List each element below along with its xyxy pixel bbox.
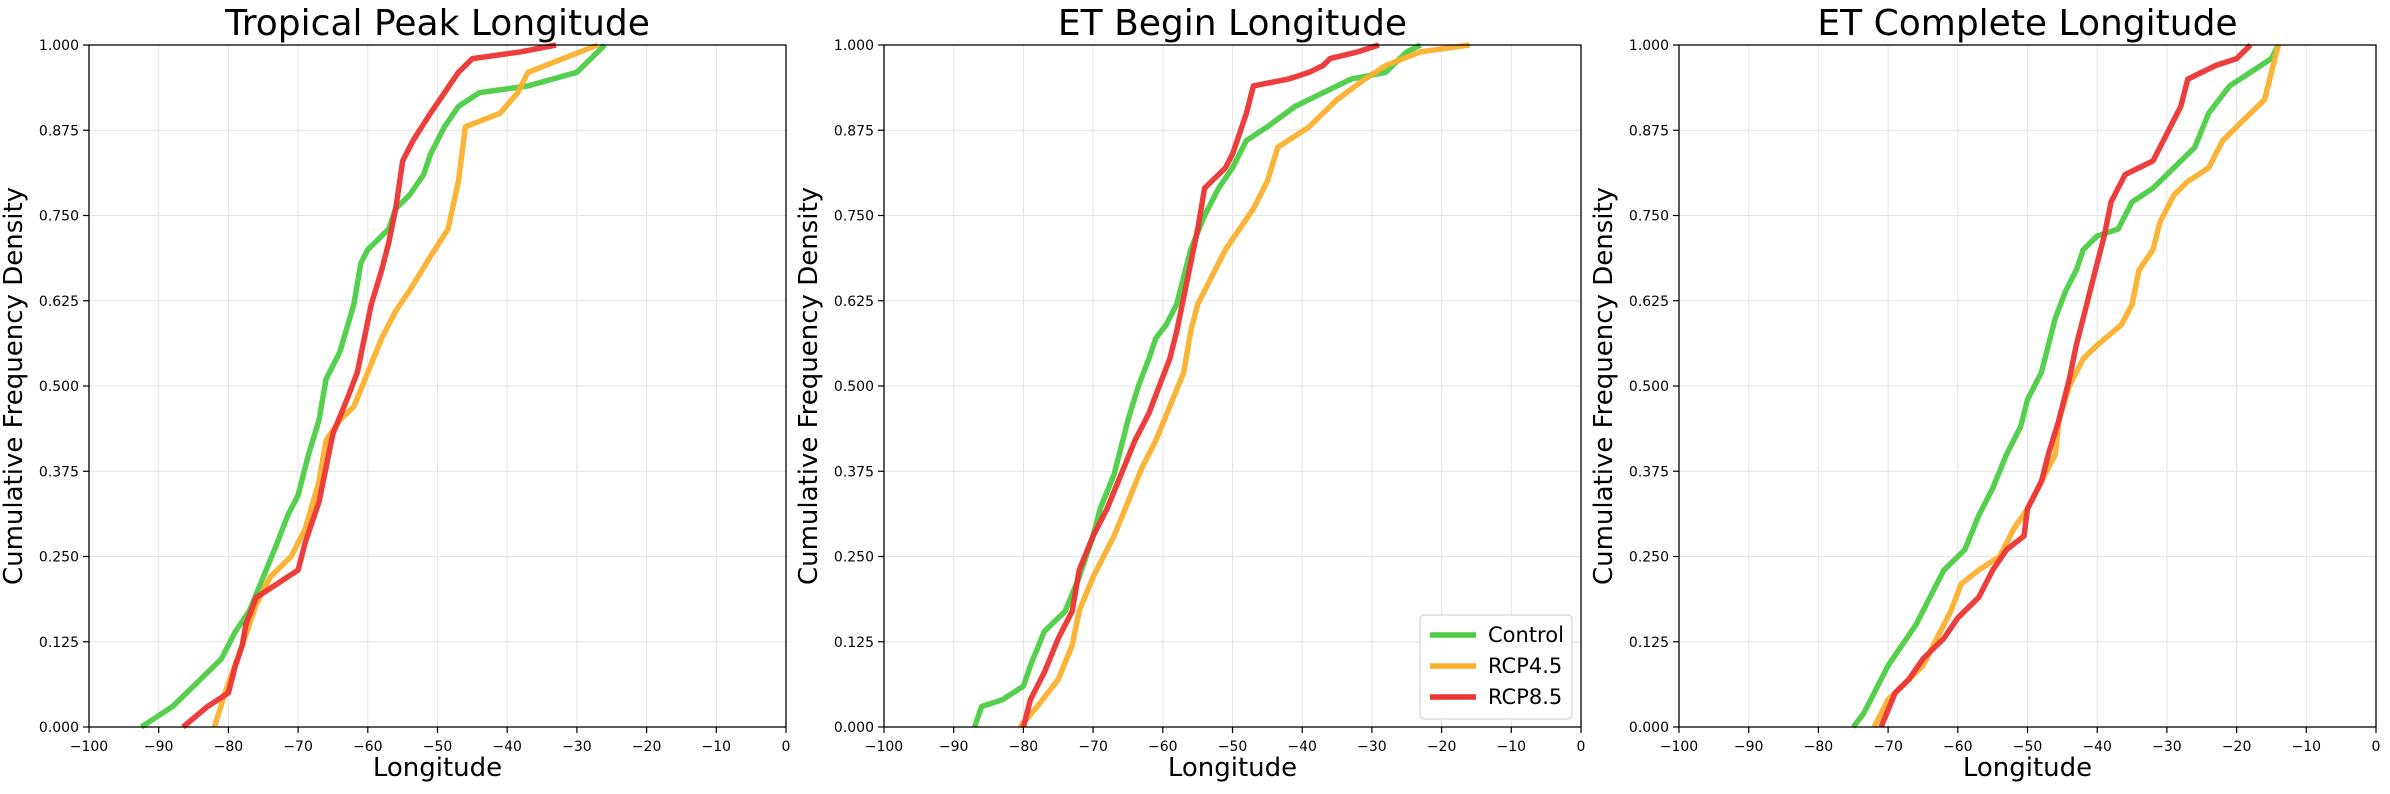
x-tick-label: −80	[1804, 739, 1834, 755]
x-tick-label: −30	[1357, 739, 1387, 755]
chart-panel-0: −100 −90 −80 −70 −60 −50 −40 −30 −20 −10 00.0000.1…	[0, 3, 790, 783]
x-tick-label: −60	[1148, 739, 1178, 755]
x-tick-label: −50	[1218, 739, 1248, 755]
y-tick-label: 0.125	[39, 635, 79, 651]
legend-entry-label: RCP8.5	[1488, 685, 1562, 709]
y-tick-label: 0.375	[1629, 464, 1669, 480]
x-tick-label: −90	[1734, 739, 1764, 755]
x-tick-label: −70	[1078, 739, 1108, 755]
x-tick-label: −20	[2222, 739, 2252, 755]
y-tick-label: 0.000	[834, 720, 874, 736]
x-axis-label: Longitude	[373, 753, 502, 783]
series-line-control	[139, 43, 607, 730]
y-axis-label: Cumulative Frequency Density	[1589, 187, 1619, 585]
x-tick-label: −60	[1943, 739, 1973, 755]
y-tick-label: 0.875	[39, 123, 79, 139]
y-tick-label: 0.250	[834, 550, 874, 566]
y-tick-label: 0.500	[834, 379, 874, 395]
x-tick-label: −90	[144, 739, 174, 755]
y-tick-label: 0.625	[1629, 294, 1669, 310]
x-tick-label: −70	[283, 739, 313, 755]
x-axis-label: Longitude	[1168, 753, 1297, 783]
y-tick-label: 0.500	[39, 379, 79, 395]
legend-box	[1419, 614, 1573, 720]
chart-panel-1: −100 −90 −80 −70 −60 −50 −40 −30 −20 −10 00.0000.1…	[794, 3, 1585, 783]
x-tick-label: −100	[70, 739, 108, 755]
y-tick-label: 0.250	[1629, 550, 1669, 566]
y-axis-label: Cumulative Frequency Density	[0, 187, 29, 585]
series-line-rcp4-5	[211, 42, 599, 728]
x-tick-label: −50	[423, 739, 453, 755]
series-line-rcp8-5	[1020, 42, 1380, 728]
y-tick-label: 0.875	[834, 123, 874, 139]
x-axis-label: Longitude	[1963, 753, 2092, 783]
x-tick-label: −50	[2013, 739, 2043, 755]
x-tick-label: −70	[1873, 739, 1903, 755]
y-tick-label: 0.375	[39, 464, 79, 480]
x-tick-label: 0	[782, 739, 791, 755]
legend: Control RCP4.5 RCP8.5	[1419, 614, 1573, 720]
chart-title: ET Complete Longitude	[1817, 3, 2237, 44]
x-tick-label: −10	[1497, 739, 1527, 755]
x-tick-label: −10	[702, 739, 732, 755]
series-line-control	[1851, 43, 2281, 729]
y-tick-label: 0.625	[834, 294, 874, 310]
y-tick-label: 0.250	[39, 550, 79, 566]
x-tick-label: −30	[2152, 739, 2182, 755]
x-tick-label: −40	[2082, 739, 2112, 755]
x-tick-label: −100	[865, 739, 903, 755]
x-tick-label: −80	[214, 739, 244, 755]
x-tick-label: −40	[492, 739, 522, 755]
legend-entry-label: RCP4.5	[1488, 654, 1562, 678]
chart-title: ET Begin Longitude	[1058, 3, 1407, 44]
y-tick-label: 0.125	[1629, 635, 1669, 651]
y-tick-label: 1.000	[39, 38, 79, 54]
x-tick-label: −100	[1660, 739, 1698, 755]
x-tick-label: −60	[353, 739, 383, 755]
y-tick-label: 0.000	[39, 720, 79, 736]
y-tick-label: 1.000	[1629, 38, 1669, 54]
legend-entry-label: Control	[1488, 623, 1564, 647]
x-tick-label: −20	[632, 739, 662, 755]
chart-title: Tropical Peak Longitude	[224, 3, 650, 44]
x-tick-label: −80	[1009, 739, 1039, 755]
x-tick-label: −20	[1427, 739, 1457, 755]
x-tick-label: −30	[562, 739, 592, 755]
x-tick-label: 0	[1577, 739, 1586, 755]
y-tick-label: 0.750	[1629, 209, 1669, 225]
y-tick-label: 0.750	[39, 209, 79, 225]
y-tick-label: 0.875	[1629, 123, 1669, 139]
series-line-rcp8-5	[1878, 43, 2253, 729]
series-line-control	[971, 42, 1422, 728]
y-tick-label: 0.375	[834, 464, 874, 480]
y-tick-label: 0.125	[834, 635, 874, 651]
y-tick-label: 1.000	[834, 38, 874, 54]
y-tick-label: 0.000	[1629, 720, 1669, 736]
series-line-rcp4-5	[1017, 42, 1470, 729]
x-tick-label: 0	[2372, 739, 2381, 755]
x-tick-label: −90	[939, 739, 969, 755]
x-tick-label: −40	[1287, 739, 1317, 755]
series-line-rcp8-5	[181, 42, 557, 730]
y-tick-label: 0.500	[1629, 379, 1669, 395]
y-axis-label: Cumulative Frequency Density	[794, 187, 824, 585]
y-tick-label: 0.625	[39, 294, 79, 310]
y-tick-label: 0.750	[834, 209, 874, 225]
chart-panel-2: −100 −90 −80 −70 −60 −50 −40 −30 −20 −10 00.0000.1…	[1589, 3, 2380, 783]
x-tick-label: −10	[2292, 739, 2322, 755]
